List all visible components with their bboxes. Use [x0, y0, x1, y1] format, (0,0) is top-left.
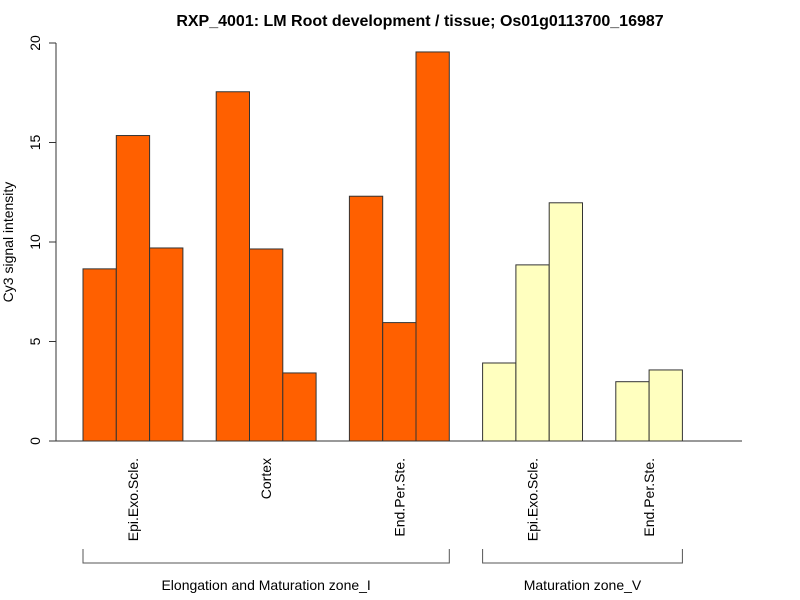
y-tick-label: 15	[27, 135, 43, 151]
y-tick-label: 5	[27, 337, 43, 345]
bar	[249, 248, 284, 442]
group-bracket	[82, 549, 450, 564]
bar	[348, 195, 384, 442]
bar	[482, 362, 517, 442]
bar	[648, 369, 683, 442]
bar	[615, 381, 650, 442]
category-label: Epi.Exo.Scle.	[525, 458, 541, 541]
y-axis: 0 5 10 15 20	[27, 35, 57, 445]
y-axis-label: Cy3 signal intensity	[0, 182, 16, 303]
y-tick-label: 10	[27, 234, 43, 250]
bar	[149, 247, 184, 442]
group-label: Elongation and Maturation zone_I	[161, 577, 370, 593]
bar	[548, 202, 584, 442]
chart-title: RXP_4001: LM Root development / tissue; …	[176, 13, 663, 30]
category-labels: Epi.Exo.Scle. Cortex End.Per.Ste. Epi.Exo.S…	[125, 458, 657, 541]
category-label: End.Per.Ste.	[391, 458, 407, 537]
group-brackets: Elongation and Maturation zone_I Maturati…	[82, 549, 683, 593]
y-tick-label: 0	[27, 437, 43, 445]
bar	[82, 268, 117, 442]
bars	[82, 51, 683, 442]
y-tick-label: 20	[27, 35, 43, 51]
category-label: End.Per.Ste.	[641, 458, 657, 537]
bar	[515, 264, 550, 442]
group-label: Maturation zone_V	[524, 577, 642, 593]
category-label: Cortex	[258, 458, 274, 499]
bar	[215, 91, 250, 442]
bar	[282, 372, 317, 442]
category-label: Epi.Exo.Scle.	[125, 458, 141, 541]
bar	[115, 135, 151, 442]
group-bracket	[482, 549, 683, 564]
bar	[382, 322, 417, 442]
bar	[415, 51, 450, 442]
